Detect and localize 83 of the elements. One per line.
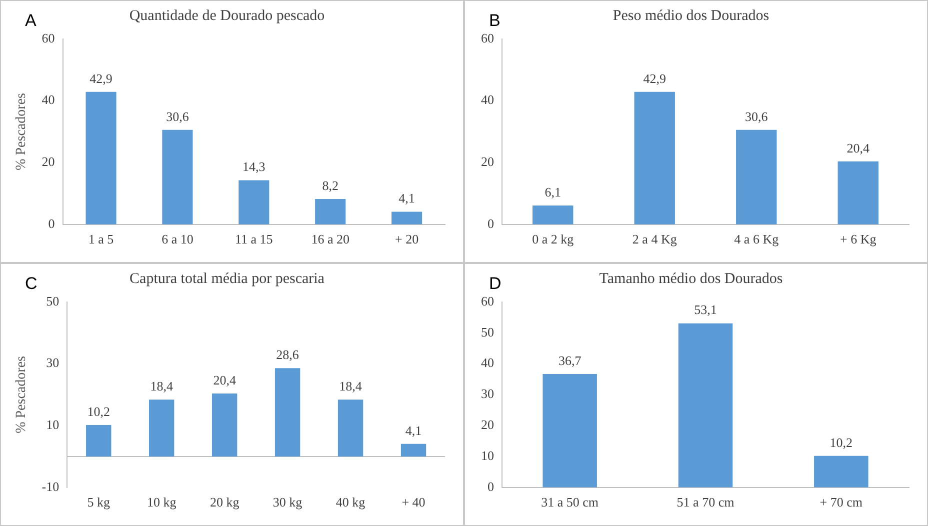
data-label: 28,6: [276, 347, 300, 362]
bar: [274, 368, 300, 456]
bar: [838, 161, 878, 224]
text: D: [489, 274, 502, 294]
bar: [532, 206, 574, 224]
x-tick-label: 0 a 2 kg: [532, 232, 574, 247]
x-tick-label: 4 a 6 Kg: [734, 232, 780, 247]
y-tick-label: 0: [488, 478, 494, 494]
data-label: 10,2: [830, 434, 853, 450]
bar: [391, 212, 422, 224]
bar: [678, 323, 733, 488]
y-tick-label: 60: [42, 30, 55, 46]
data-label: 36,7: [558, 352, 582, 368]
bar: [149, 400, 174, 456]
data-label: 30,6: [745, 108, 768, 124]
y-tick-label: 60: [481, 30, 494, 46]
y-tick-label: 40: [481, 92, 494, 108]
y-tick-label: 50: [481, 324, 494, 340]
text: B: [489, 11, 500, 31]
bar: [400, 444, 426, 456]
data-label: 14,3: [242, 159, 266, 174]
bar: [542, 374, 597, 488]
x-tick-label: 31 a 50 cm: [541, 494, 599, 510]
chart-title: Peso médio dos Dourados: [612, 8, 770, 24]
chart-title: Quantidade de Dourado pescado: [129, 8, 325, 24]
y-tick-label: 20: [42, 154, 55, 170]
bar: [736, 130, 777, 224]
data-label: 53,1: [694, 302, 717, 318]
bar: [634, 92, 675, 224]
x-tick-label: 51 a 70 cm: [676, 494, 734, 510]
bar: [338, 400, 364, 456]
data-label: 42,9: [90, 70, 112, 86]
data-label: 20,4: [846, 140, 870, 156]
y-tick-label: 60: [481, 293, 494, 308]
bar: [86, 424, 112, 456]
y-tick-label: 30: [46, 355, 60, 370]
x-tick-label: + 70 cm: [820, 494, 863, 510]
y-tick-label: 10: [481, 448, 494, 463]
text: C: [25, 274, 38, 294]
y-tick-label: 50: [46, 293, 60, 308]
y-tick-label: 40: [42, 92, 55, 108]
bar: [212, 393, 238, 456]
y-axis-title: % Pescadores: [14, 356, 30, 434]
x-tick-label: + 20: [394, 232, 419, 247]
bar: [86, 92, 116, 224]
x-tick-label: 40 kg: [336, 494, 366, 510]
data-label: 4,1: [405, 422, 422, 438]
data-label: 18,4: [150, 378, 174, 394]
y-tick-label: 30: [481, 386, 494, 402]
y-tick-label: 10: [46, 417, 60, 432]
x-tick-label: + 40: [402, 494, 426, 510]
chart-title: Tamanho médio dos Dourados: [599, 270, 783, 287]
y-tick-label: 20: [481, 417, 494, 432]
bar: [162, 130, 193, 224]
chart-title: Captura total média por pescaria: [130, 270, 325, 287]
x-tick-label: 2 a 4 Kg: [632, 232, 678, 247]
data-label: 18,4: [339, 378, 362, 394]
data-label: 8,2: [322, 178, 338, 193]
y-tick-label: 0: [48, 216, 55, 231]
x-tick-label: 1 a 5: [88, 232, 114, 247]
x-tick-label: 16 a 20: [311, 232, 350, 247]
x-tick-label: 6 a 10: [162, 232, 194, 247]
bar: [315, 199, 346, 224]
y-axis-title: % Pescadores: [14, 93, 30, 170]
data-label: 20,4: [213, 372, 236, 388]
bar: [238, 180, 270, 224]
y-tick-label: -10: [42, 478, 60, 494]
x-tick-label: 10 kg: [146, 494, 177, 510]
data-label: 42,9: [643, 70, 666, 86]
bar: [814, 456, 868, 488]
y-tick-label: 40: [481, 355, 494, 370]
data-label: 4,1: [398, 190, 415, 206]
text: A: [25, 11, 36, 31]
data-label: 6,1: [544, 184, 561, 200]
y-tick-label: 0: [488, 216, 494, 231]
x-tick-label: 30 kg: [272, 494, 303, 510]
x-tick-label: 5 kg: [87, 494, 110, 510]
data-label: 10,2: [87, 404, 110, 419]
x-tick-label: 20 kg: [210, 494, 240, 510]
x-tick-label: + 6 Kg: [840, 232, 877, 247]
y-tick-label: 20: [481, 154, 494, 170]
data-label: 30,6: [166, 108, 190, 124]
x-tick-label: 11 a 15: [235, 232, 273, 247]
